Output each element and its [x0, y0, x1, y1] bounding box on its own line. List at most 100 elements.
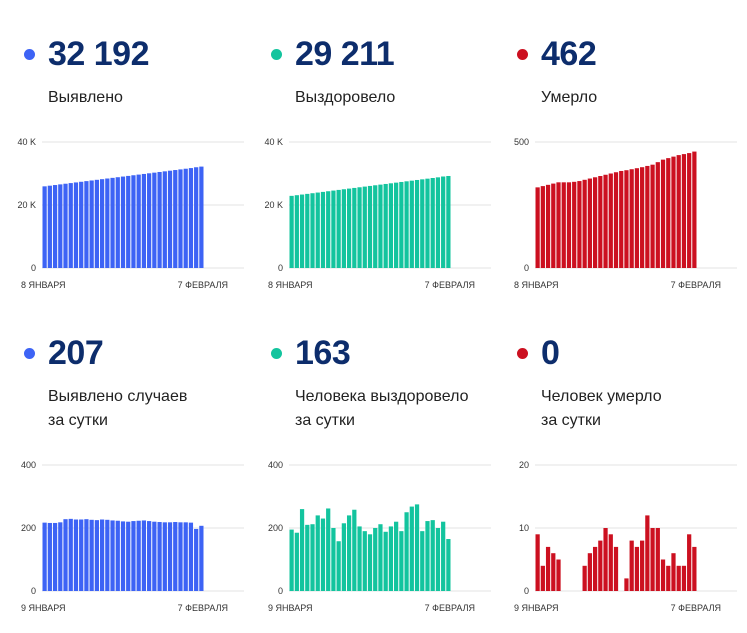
bar	[289, 529, 294, 591]
bar	[183, 522, 188, 591]
legend-dot-green	[271, 348, 282, 359]
bar	[414, 179, 420, 268]
bar	[378, 524, 383, 591]
bar	[619, 170, 624, 268]
bar	[194, 167, 199, 268]
bar	[676, 565, 681, 591]
x-label-last: 7 ФЕВРАЛЯ	[425, 603, 475, 613]
bar	[556, 182, 561, 268]
bar	[681, 154, 687, 268]
bar	[147, 173, 152, 268]
x-label-last: 7 ФЕВРАЛЯ	[178, 603, 228, 613]
bar	[110, 520, 115, 591]
bar	[141, 173, 147, 268]
bar	[320, 518, 326, 591]
bar	[655, 528, 660, 591]
bar	[199, 525, 204, 591]
daily-deaths-value: 0	[541, 334, 560, 372]
panel-total-recovered: 29 211 Выздоровело 0 20 K 40 K 8 ЯНВАРЯ 7 ФЕ…	[264, 30, 495, 330]
bar	[178, 169, 183, 268]
bar	[341, 523, 346, 591]
bar	[294, 195, 299, 268]
bar	[587, 178, 592, 268]
bar	[79, 519, 84, 591]
y-tick-label: 40 K	[264, 137, 283, 147]
total-recovered-value: 29 211	[295, 35, 395, 73]
bar	[63, 183, 68, 268]
bar	[162, 171, 167, 268]
bar	[352, 509, 357, 591]
bar	[199, 166, 204, 268]
bar	[68, 183, 73, 268]
bar	[404, 512, 409, 591]
y-tick-label: 200	[268, 523, 283, 533]
daily-recovered-label-line2: за сутки	[295, 412, 355, 429]
bar	[194, 528, 199, 591]
bar	[425, 521, 430, 591]
bar	[141, 520, 147, 591]
bar	[178, 522, 183, 591]
bar	[367, 534, 373, 591]
bar	[152, 521, 157, 591]
bar	[126, 175, 131, 268]
y-tick-label: 20 K	[17, 200, 36, 210]
bar	[545, 546, 551, 591]
y-tick-label: 400	[21, 460, 36, 470]
bar	[671, 553, 676, 591]
bar	[336, 189, 341, 268]
bar	[362, 531, 367, 591]
x-label-first: 8 ЯНВАРЯ	[514, 280, 559, 290]
total-deaths-value: 462	[541, 35, 597, 73]
bar	[666, 158, 671, 268]
y-tick-label: 40 K	[17, 137, 36, 147]
bar	[624, 170, 629, 268]
x-label-first: 9 ЯНВАРЯ	[21, 603, 66, 613]
bar	[660, 159, 666, 268]
total-recovered-label: Выздоровело	[295, 89, 396, 106]
bar	[650, 528, 655, 591]
y-tick-label: 400	[268, 460, 283, 470]
bar	[687, 153, 692, 268]
bar	[315, 192, 320, 268]
bar	[373, 528, 378, 591]
bar	[310, 524, 315, 591]
bar	[640, 540, 645, 591]
bar	[634, 546, 640, 591]
bar	[52, 185, 58, 268]
bar	[660, 559, 666, 591]
bar	[692, 151, 697, 268]
bar	[441, 176, 446, 268]
bar	[687, 534, 692, 591]
bar	[331, 190, 336, 268]
y-tick-label: 10	[519, 523, 529, 533]
bar	[315, 515, 320, 591]
bar	[94, 520, 99, 592]
legend-dot-green	[271, 49, 282, 60]
bar	[640, 167, 645, 268]
bar	[582, 565, 587, 591]
chart-daily-detected: 0 200 400 9 ЯНВАРЯ 7 ФЕВРАЛЯ	[21, 460, 244, 613]
y-tick-label: 0	[524, 263, 529, 273]
bar	[446, 539, 451, 591]
bar	[352, 187, 357, 268]
bar	[183, 168, 188, 268]
bar	[136, 520, 141, 591]
bar	[84, 181, 89, 268]
daily-deaths-label-line1: Человек умерло	[541, 388, 662, 405]
bar	[42, 186, 47, 268]
bar	[582, 179, 587, 268]
bar	[157, 171, 162, 268]
bar	[115, 520, 120, 591]
chart-daily-recovered: 0 200 400 9 ЯНВАРЯ 7 ФЕВРАЛЯ	[268, 460, 491, 613]
bar	[73, 182, 79, 268]
bar	[598, 176, 603, 268]
bar	[608, 173, 613, 268]
bar	[167, 170, 173, 268]
bar	[634, 168, 640, 268]
panel-total-detected: 32 192 Выявлено 0 20 K 40 K 8 ЯНВАРЯ 7 ФЕВРА…	[17, 30, 248, 330]
bar	[394, 521, 399, 591]
bar	[556, 559, 561, 591]
bar	[624, 578, 629, 591]
bar	[373, 185, 378, 268]
bar	[577, 181, 582, 268]
